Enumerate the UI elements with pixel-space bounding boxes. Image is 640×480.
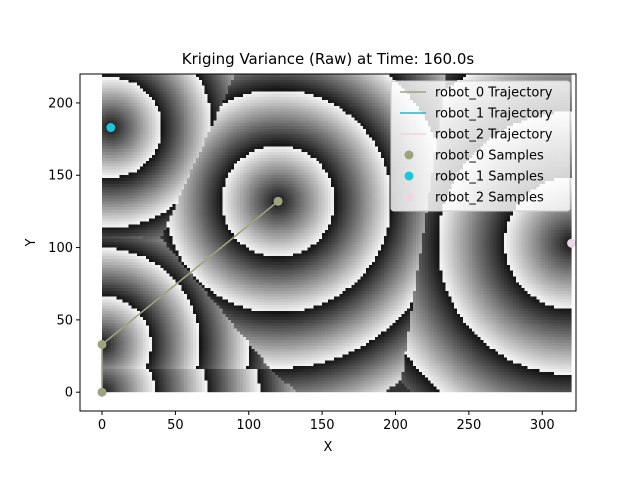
series-layer (97, 123, 576, 397)
x-tick-label: 150 (310, 418, 335, 433)
plot-frame (79, 73, 577, 412)
legend-entry-label: robot_0 Trajectory (435, 86, 553, 101)
sample-point (97, 387, 107, 397)
sample-point (106, 123, 116, 133)
x-tick-label: 100 (236, 418, 261, 433)
x-axis-ticks: 0 50 100 150 200 250 300 (98, 411, 555, 433)
y-tick-label: 150 (48, 169, 73, 184)
y-tick-label: 200 (48, 96, 73, 111)
legend-entry-label: robot_1 Trajectory (435, 107, 553, 122)
legend-box (390, 80, 571, 212)
legend-entry-label: robot_0 Samples (435, 149, 544, 164)
y-tick-label: 50 (56, 313, 73, 328)
legend-marker-swatch (404, 171, 414, 181)
legend-marker-swatch (404, 150, 414, 160)
sample-point (273, 196, 283, 206)
y-axis-label: Y (24, 238, 39, 247)
x-tick-label: 300 (530, 418, 555, 433)
x-tick-label: 200 (383, 418, 408, 433)
sample-point (567, 238, 576, 248)
legend-marker-swatch (404, 192, 414, 202)
legend-entry-label: robot_1 Samples (435, 170, 544, 185)
legend: robot_0 Trajectory robot_1 Trajectory robo… (390, 80, 571, 212)
x-tick-label: 50 (167, 418, 184, 433)
y-axis-ticks: 0 50 100 150 200 (48, 96, 80, 401)
legend-entry-label: robot_2 Trajectory (435, 128, 553, 143)
legend-entry-label: robot_2 Samples (435, 191, 544, 206)
y-tick-label: 0 (65, 386, 73, 401)
x-tick-label: 250 (456, 418, 481, 433)
chart-title: Kriging Variance (Raw) at Time: 160.0s (182, 50, 475, 68)
y-tick-label: 100 (48, 241, 73, 256)
sample-point (97, 339, 107, 349)
x-axis-label: X (324, 440, 333, 455)
x-tick-label: 0 (98, 418, 106, 433)
